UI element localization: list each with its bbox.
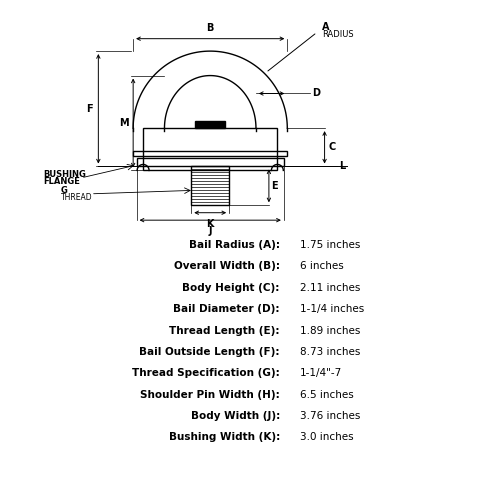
Text: M: M [120, 118, 129, 128]
Text: 1.75 inches: 1.75 inches [300, 240, 360, 250]
Text: B: B [206, 22, 214, 32]
Text: Overall Width (B):: Overall Width (B): [174, 262, 280, 272]
Bar [192, 166, 229, 205]
Text: A: A [322, 22, 330, 32]
Text: 3.0 inches: 3.0 inches [300, 432, 354, 442]
Text: 1.89 inches: 1.89 inches [300, 326, 360, 336]
Text: THREAD: THREAD [61, 194, 92, 202]
Text: 3.76 inches: 3.76 inches [300, 411, 360, 421]
Text: J: J [208, 226, 212, 236]
Text: FLANGE: FLANGE [44, 178, 80, 186]
Bar [196, 120, 225, 128]
Text: Bail Radius (A):: Bail Radius (A): [189, 240, 280, 250]
Text: D: D [312, 88, 320, 99]
Text: Bail Outside Length (F):: Bail Outside Length (F): [140, 347, 280, 357]
Text: L: L [340, 162, 346, 172]
Text: F: F [86, 104, 92, 114]
Bar [136, 158, 284, 166]
Text: Shoulder Pin Width (H):: Shoulder Pin Width (H): [140, 390, 280, 400]
Text: Bushing Width (K):: Bushing Width (K): [168, 432, 280, 442]
Text: RADIUS: RADIUS [322, 30, 354, 39]
Text: Body Height (C):: Body Height (C): [182, 283, 280, 293]
Text: E: E [272, 181, 278, 191]
Bar [133, 150, 288, 156]
Text: 1-1/4 inches: 1-1/4 inches [300, 304, 364, 314]
Text: 2.11 inches: 2.11 inches [300, 283, 360, 293]
Text: C: C [328, 142, 336, 152]
Text: 6 inches: 6 inches [300, 262, 344, 272]
Text: 6.5 inches: 6.5 inches [300, 390, 354, 400]
Text: BUSHING: BUSHING [44, 170, 86, 179]
Text: 1-1/4"-7: 1-1/4"-7 [300, 368, 342, 378]
Text: G: G [61, 186, 68, 195]
Text: Thread Specification (G):: Thread Specification (G): [132, 368, 280, 378]
Text: K: K [206, 218, 214, 228]
Text: Bail Diameter (D):: Bail Diameter (D): [174, 304, 280, 314]
Bar [143, 128, 278, 170]
Text: Thread Length (E):: Thread Length (E): [170, 326, 280, 336]
Text: Body Width (J):: Body Width (J): [190, 411, 280, 421]
Text: 8.73 inches: 8.73 inches [300, 347, 360, 357]
